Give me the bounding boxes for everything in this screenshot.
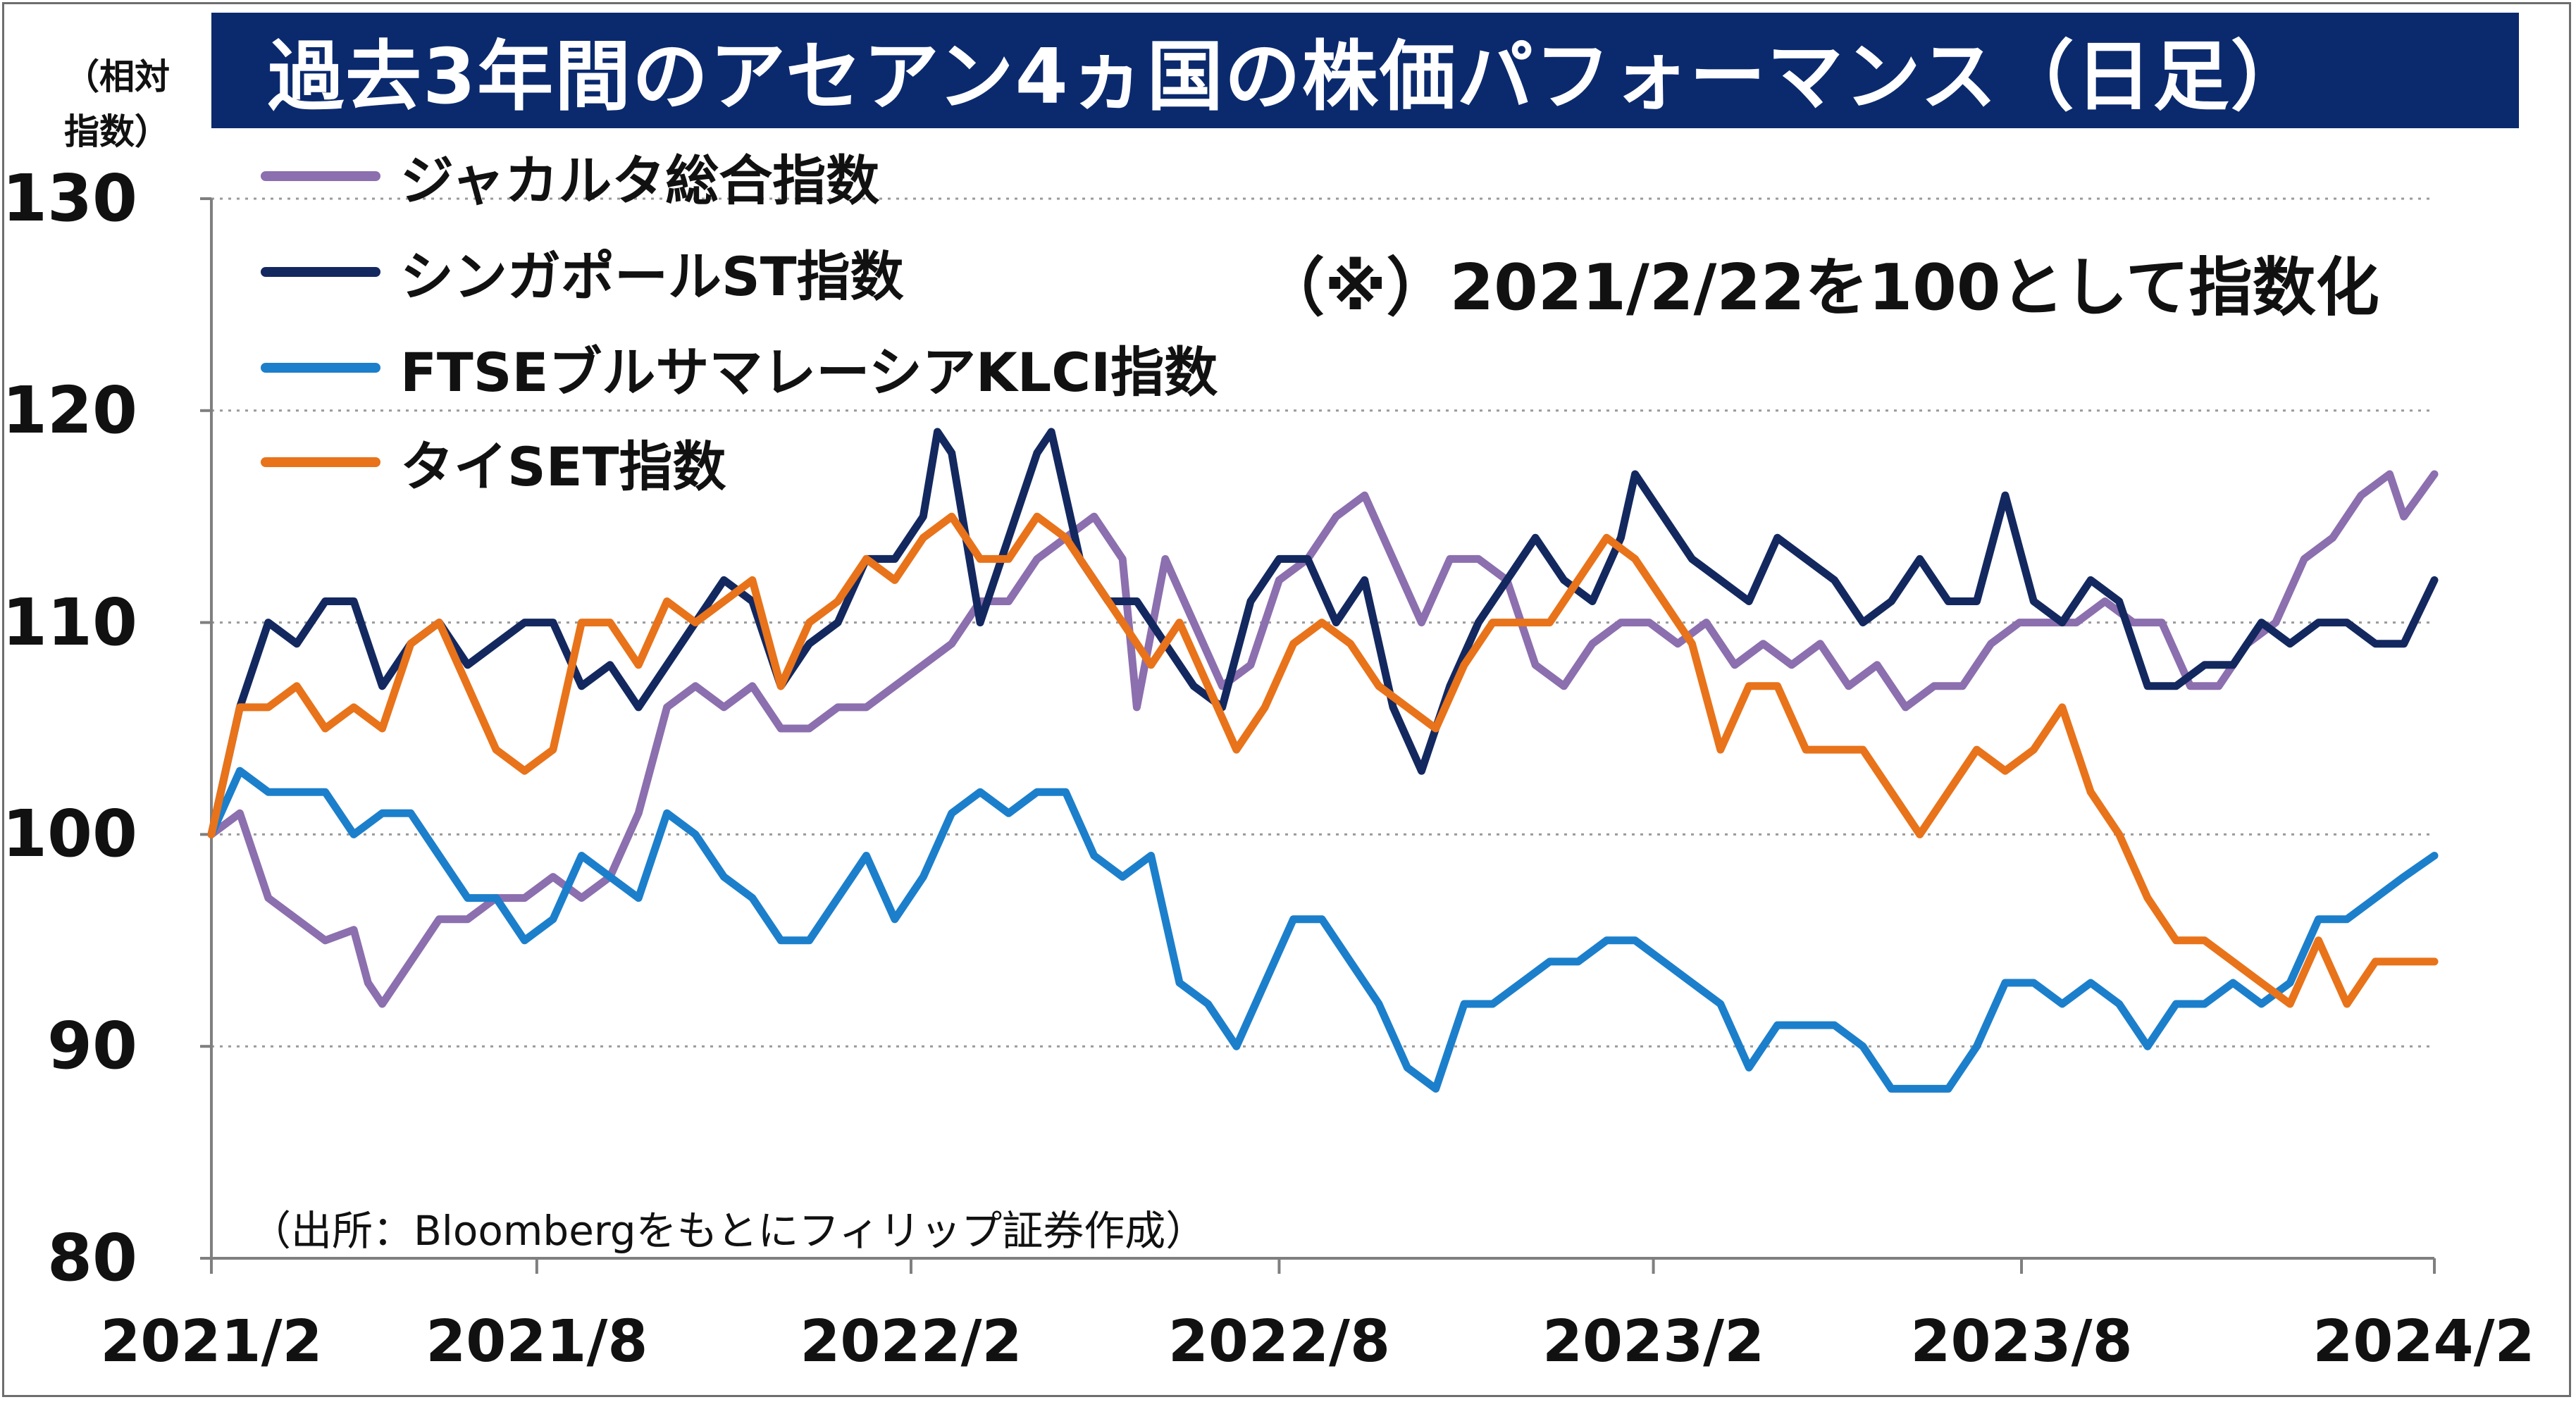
legend-item-singapore: シンガポールST指数 <box>261 237 904 308</box>
legend-item-jakarta: ジャカルタ総合指数 <box>261 141 879 212</box>
series-lines <box>207 428 2439 1093</box>
y-axis-unit-label: （相対 指数） <box>39 49 194 159</box>
y-axis-unit-line-1: （相対 <box>64 56 170 97</box>
legend-swatch-jakarta <box>261 171 380 181</box>
series-line-malaysia <box>207 767 2439 1093</box>
legend-item-thai: タイSET指数 <box>261 427 726 498</box>
legend-swatch-malaysia <box>261 363 380 373</box>
chart-title: 過去3年間のアセアン4ヵ国の株価パフォーマンス（日足） <box>211 13 2519 128</box>
legend-label-singapore: シンガポールST指数 <box>400 245 904 308</box>
legend-label-malaysia: FTSEブルサマレーシアKLCI指数 <box>400 341 1218 404</box>
index-base-note: （※）2021/2/22を100として指数化 <box>1261 251 2379 325</box>
series-line-singapore <box>207 428 2439 838</box>
legend-label-jakarta: ジャカルタ総合指数 <box>400 149 880 212</box>
source-note: （出所：Bloombergをもとにフィリップ証券作成） <box>250 1207 1207 1255</box>
legend-item-malaysia: FTSEブルサマレーシアKLCI指数 <box>261 333 1218 404</box>
legend-swatch-singapore <box>261 267 380 277</box>
axes <box>200 197 2436 1274</box>
legend-swatch-thai <box>261 457 380 467</box>
legend-label-thai: タイSET指数 <box>400 435 726 498</box>
series-line-thai <box>207 512 2439 1008</box>
y-axis-unit-line-2: 指数） <box>64 111 170 152</box>
